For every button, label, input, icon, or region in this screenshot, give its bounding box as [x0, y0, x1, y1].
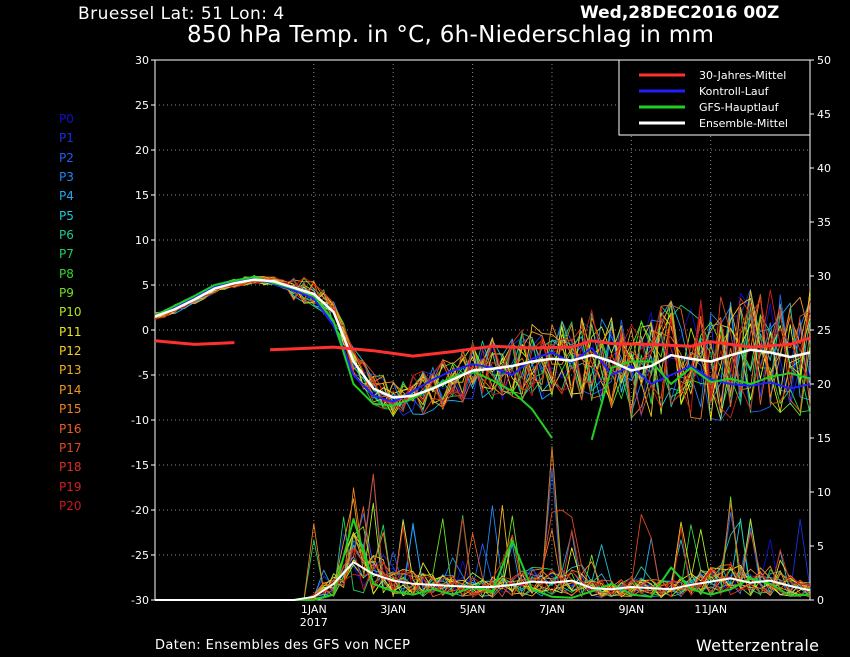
y-left-tick-label-0: -30	[131, 594, 149, 607]
member-temp-line-p17	[154, 277, 811, 415]
run-date-label: Wed,28DEC2016 00Z	[580, 3, 780, 23]
y-right-tick-label-8: 40	[817, 162, 831, 175]
member-label-p9: P9	[59, 286, 74, 301]
member-label-p17: P17	[59, 440, 82, 455]
member-label-p4: P4	[59, 189, 74, 204]
brand-label: Wetterzentrale	[696, 636, 820, 655]
x-tick-label-1: 3JAN	[380, 603, 406, 616]
member-label-p15: P15	[59, 402, 82, 417]
y-right-tick-label-9: 45	[817, 108, 831, 121]
y-right-tick-label-10: 50	[817, 54, 831, 67]
x-tick-sublabel-0: 2017	[300, 616, 328, 629]
y-left-tick-label-10: 20	[135, 144, 149, 157]
y-right-tick-label-2: 10	[817, 486, 831, 499]
chart-title: 850 hPa Temp. in °C, 6h-Niederschlag in …	[187, 22, 715, 48]
x-tick-label-2: 5JAN	[460, 603, 486, 616]
y-left-tick-label-5: -5	[138, 369, 149, 382]
member-label-p11: P11	[59, 324, 82, 339]
legend-label-3: Ensemble-Mittel	[699, 117, 788, 130]
member-label-p10: P10	[59, 305, 82, 320]
y-right-tick-label-7: 35	[817, 216, 831, 229]
member-label-p19: P19	[59, 479, 82, 494]
member-label-p8: P8	[59, 266, 74, 281]
main-run-temp-line	[154, 275, 811, 441]
y-left-tick-label-7: 5	[142, 279, 149, 292]
member-temp-line-p11	[154, 275, 811, 421]
climatology-line-0	[154, 339, 235, 346]
x-tick-label-0: 1JAN	[301, 603, 327, 616]
legend-label-2: GFS-Hauptlauf	[699, 101, 780, 114]
y-left-tick-label-4: -10	[131, 414, 149, 427]
member-label-p5: P5	[59, 208, 74, 223]
member-label-p12: P12	[59, 344, 82, 359]
y-left-tick-label-9: 15	[135, 189, 149, 202]
member-label-p0: P0	[59, 112, 74, 126]
y-right-tick-label-1: 5	[817, 540, 824, 553]
climatology-line-1	[270, 336, 811, 358]
y-left-tick-label-11: 25	[135, 99, 149, 112]
ensemble-mean-precip-line	[155, 561, 811, 601]
ensemble-member-list: P0 P1 P2 P3 P4 P5 P6 P7 P8 P9 P10 P11 P12 P13 P14 P15 P1…	[59, 110, 82, 516]
y-left-tick-label-3: -15	[131, 459, 149, 472]
member-label-p16: P16	[59, 421, 82, 436]
member-label-p3: P3	[59, 170, 74, 185]
member-temp-line-p9	[154, 277, 811, 417]
member-label-p7: P7	[59, 247, 74, 262]
ensemble-mean-temp-line	[154, 278, 811, 399]
member-label-p2: P2	[59, 150, 74, 165]
y-right-tick-label-0: 0	[817, 594, 824, 607]
member-precip-line-p12	[155, 519, 811, 601]
member-label-p1: P1	[59, 131, 74, 146]
member-temp-line-p15	[154, 276, 811, 420]
x-tick-label-5: 11JAN	[694, 603, 727, 616]
y-left-tick-label-2: -20	[131, 504, 149, 517]
y-left-tick-label-1: -25	[131, 549, 149, 562]
location-label: Bruessel Lat: 51 Lon: 4	[78, 4, 285, 24]
member-label-p18: P18	[59, 460, 82, 475]
member-label-p14: P14	[59, 382, 82, 397]
y-left-tick-label-6: 0	[142, 324, 149, 337]
y-left-tick-label-12: 30	[135, 54, 149, 67]
y-right-tick-label-6: 30	[817, 270, 831, 283]
data-source-label: Daten: Ensembles des GFS von NCEP	[155, 638, 411, 653]
y-left-tick-label-8: 10	[135, 234, 149, 247]
x-tick-label-4: 9JAN	[618, 603, 644, 616]
member-label-p20: P20	[59, 498, 82, 513]
legend-label-0: 30-Jahres-Mittel	[699, 69, 786, 82]
legend-label-1: Kontroll-Lauf	[699, 85, 770, 98]
member-label-p6: P6	[59, 228, 74, 243]
member-precip-line-p6	[155, 520, 811, 601]
y-right-tick-label-3: 15	[817, 432, 831, 445]
y-right-tick-label-5: 25	[817, 324, 831, 337]
y-right-tick-label-4: 20	[817, 378, 831, 391]
x-tick-label-3: 7JAN	[539, 603, 565, 616]
member-label-p13: P13	[59, 363, 82, 378]
